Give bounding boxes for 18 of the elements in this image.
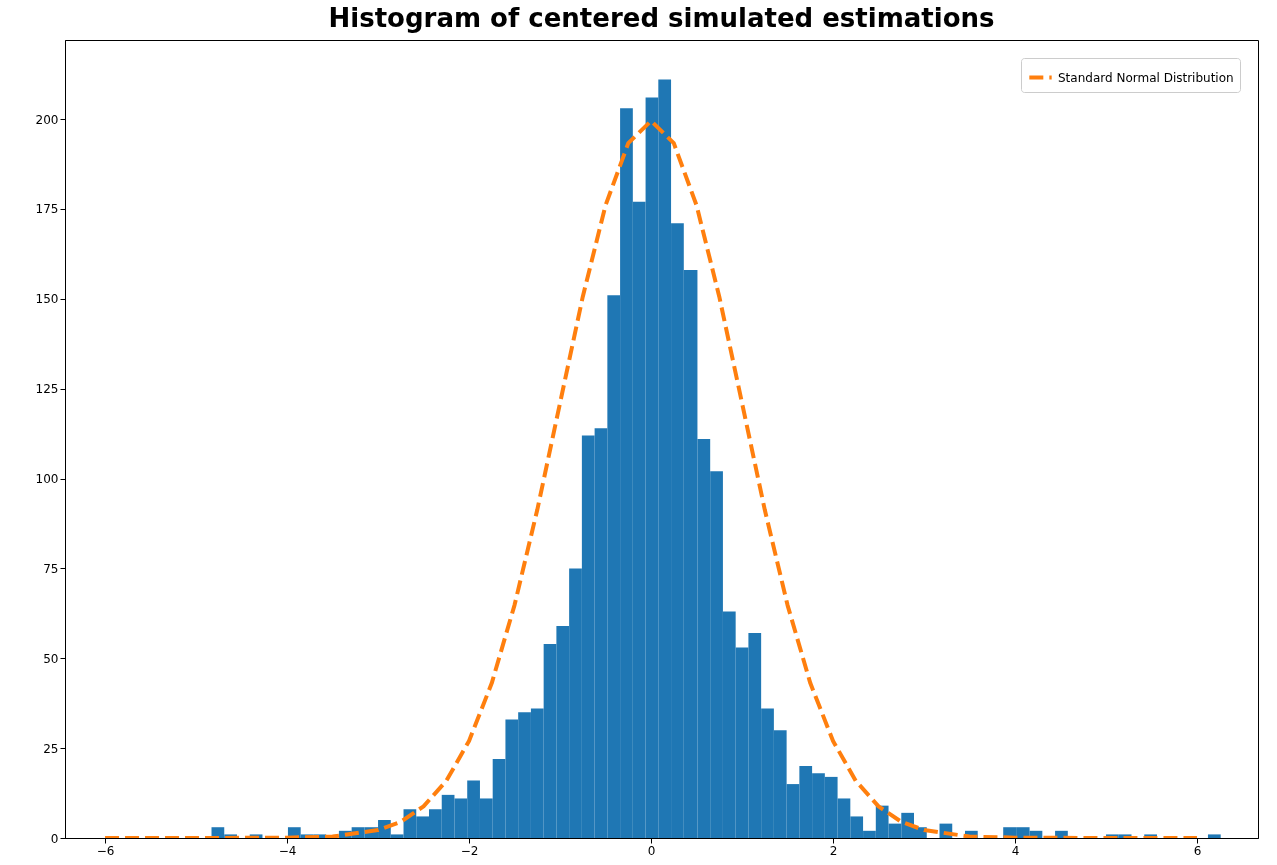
y-tick-label: 125 — [35, 382, 59, 397]
y-tick-label: 200 — [35, 112, 59, 127]
y-tick-label: 0 — [50, 831, 59, 846]
x-tick-label: −6 — [96, 843, 115, 858]
x-tick-label: −4 — [278, 843, 297, 858]
x-tick-label: 6 — [1193, 843, 1202, 858]
y-tick-label: 100 — [35, 472, 59, 487]
x-tick-label: −2 — [460, 843, 479, 858]
y-tick-label: 150 — [35, 292, 59, 307]
x-tick-label: 2 — [829, 843, 838, 858]
chart-title: Histogram of centered simulated estimations — [328, 3, 995, 33]
y-tick-label: 75 — [43, 561, 59, 576]
x-tick-label: 0 — [647, 843, 656, 858]
y-tick-label: 25 — [43, 741, 59, 756]
legend-label: Standard Normal Distribution — [1058, 70, 1234, 85]
y-tick-label: 50 — [43, 651, 59, 666]
y-tick-label: 175 — [35, 202, 59, 217]
x-tick-label: 4 — [1011, 843, 1020, 858]
